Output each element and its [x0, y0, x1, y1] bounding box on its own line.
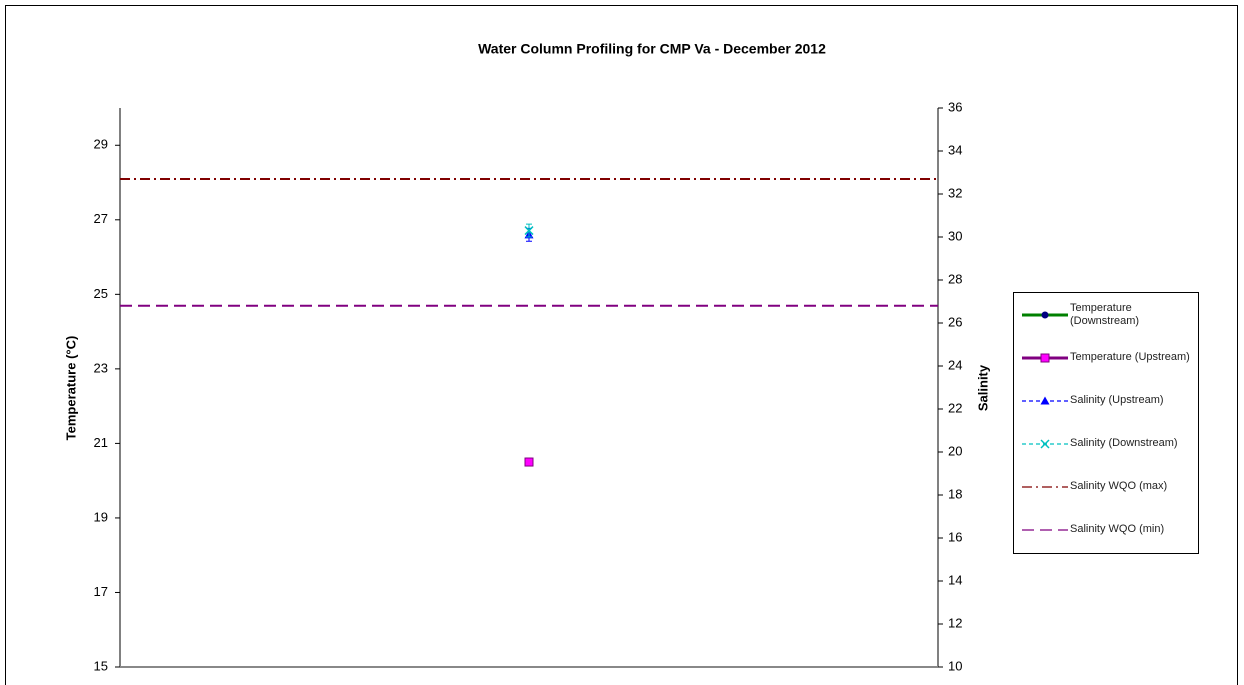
marker — [1040, 353, 1050, 362]
y-tick-label: 19 — [94, 509, 108, 524]
y2-tick-label: 16 — [948, 529, 962, 544]
y2-tick-label: 18 — [948, 486, 962, 501]
legend-swatch — [1022, 311, 1068, 318]
legend-swatch — [1022, 485, 1068, 488]
marker — [524, 226, 534, 236]
y-tick-label: 27 — [94, 211, 108, 226]
legend-entry: Salinity WQO (min) — [1014, 508, 1198, 551]
y2-tick-label: 10 — [948, 658, 962, 673]
legend-entry: Salinity (Upstream) — [1014, 379, 1198, 422]
legend-label: Salinity WQO (min) — [1070, 523, 1165, 535]
legend-swatch — [1022, 353, 1068, 362]
y2-tick-label: 34 — [948, 142, 962, 157]
y2-tick-label: 12 — [948, 615, 962, 630]
y2-tick-label: 32 — [948, 185, 962, 200]
legend-label: Salinity (Upstream) — [1070, 394, 1164, 406]
y2-tick-label: 20 — [948, 443, 962, 458]
legend-entry: Temperature (Upstream) — [1014, 336, 1198, 379]
y-axis-label: Temperature (°C) — [63, 336, 78, 441]
y-tick-label: 15 — [94, 658, 108, 673]
y2-tick-label: 24 — [948, 357, 962, 372]
chart-border — [5, 5, 1238, 685]
legend-swatch — [1022, 438, 1068, 449]
legend-entry: Temperature (Downstream) — [1014, 293, 1198, 336]
legend-label: Salinity (Downstream) — [1070, 437, 1178, 449]
y2-tick-label: 26 — [948, 314, 962, 329]
legend: Temperature (Downstream) Temperature (Ups… — [1013, 292, 1199, 554]
y2-tick-label: 30 — [948, 228, 962, 243]
y2-tick-label: 14 — [948, 572, 962, 587]
y2-tick-label: 28 — [948, 271, 962, 286]
legend-label: Salinity WQO (max) — [1070, 480, 1168, 492]
legend-entry: Salinity (Downstream) — [1014, 422, 1198, 465]
legend-label: Temperature (Upstream) — [1070, 351, 1190, 363]
y-tick-label: 21 — [94, 435, 108, 450]
y-tick-label: 29 — [94, 137, 108, 152]
y-tick-label: 25 — [94, 286, 108, 301]
y-tick-label: 23 — [94, 360, 108, 375]
marker — [1040, 396, 1050, 404]
y2-axis-label: Salinity — [975, 364, 990, 411]
y-tick-label: 17 — [94, 584, 108, 599]
legend-label: Temperature (Downstream) — [1070, 301, 1140, 327]
legend-entry: Salinity WQO (max) — [1014, 465, 1198, 508]
y2-tick-label: 36 — [948, 99, 962, 114]
chart-title: Water Column Profiling for CMP Va - Dece… — [478, 41, 826, 57]
marker — [1041, 311, 1049, 318]
y2-tick-label: 22 — [948, 400, 962, 415]
marker — [524, 457, 534, 467]
marker — [1040, 438, 1050, 449]
legend-swatch — [1022, 528, 1068, 531]
legend-swatch — [1022, 396, 1068, 404]
